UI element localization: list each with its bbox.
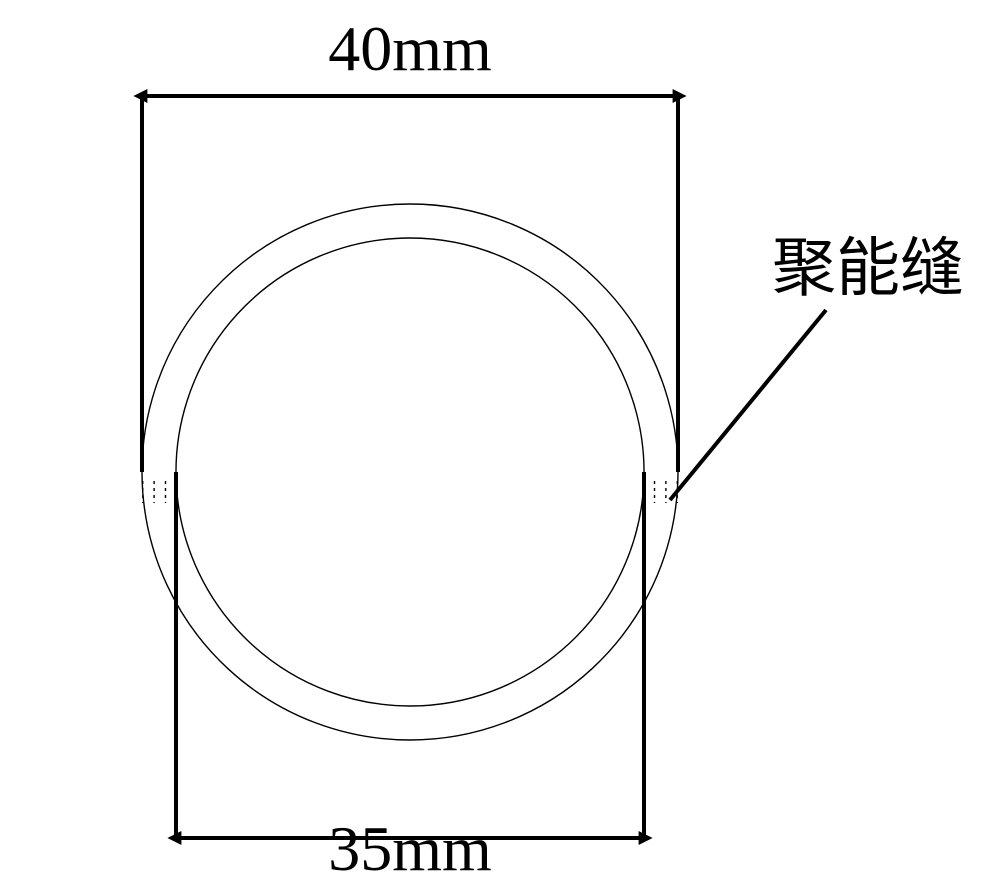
seam-left: [143, 481, 177, 503]
ring-diagram: [142, 204, 678, 740]
seam-callout-label: 聚能缝: [772, 233, 964, 304]
dim-top: 40mm: [142, 13, 678, 472]
dim-bottom: 35mm: [176, 472, 644, 884]
dim-bottom-label: 35mm: [328, 813, 492, 884]
dim-top-label: 40mm: [328, 13, 492, 84]
seam-callout: 聚能缝: [670, 233, 964, 500]
